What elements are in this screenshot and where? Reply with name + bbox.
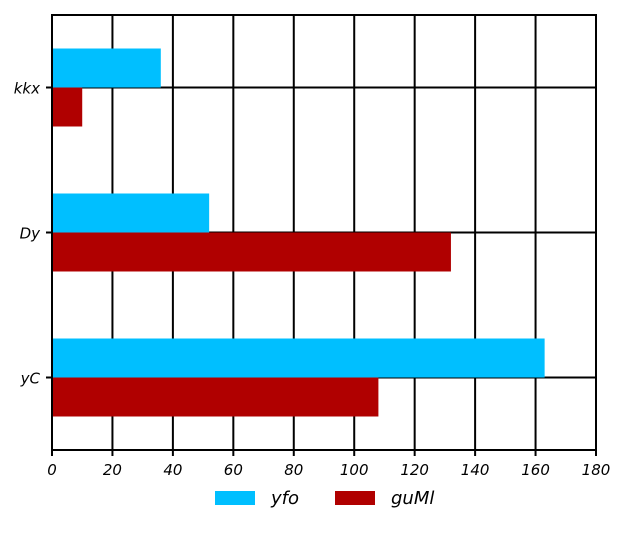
legend-swatch-guMl — [335, 491, 375, 505]
bar-guMl-kkx — [52, 87, 83, 127]
legend: yfo guMl — [215, 488, 434, 509]
x-tick-label: 60 — [224, 461, 243, 479]
x-tick-label: 100 — [340, 461, 369, 479]
x-axis-ticks: 0 20 40 60 80 100 120 140 160 180 — [47, 450, 610, 479]
x-tick-label: 80 — [284, 461, 303, 479]
bar-yfo-yC — [52, 338, 545, 378]
y-category-label: yC — [20, 370, 41, 388]
x-tick-label: 140 — [461, 461, 490, 479]
x-tick-label: 120 — [400, 461, 429, 479]
x-tick-label: 180 — [582, 461, 611, 479]
x-tick-label: 0 — [47, 461, 57, 479]
legend-label: yfo — [270, 488, 299, 509]
bar-guMl-Dy — [52, 232, 451, 272]
bar-yfo-Dy — [52, 193, 210, 233]
y-category-label: kkx — [14, 80, 40, 98]
x-tick-label: 40 — [163, 461, 182, 479]
legend-swatch-yfo — [215, 491, 255, 505]
y-axis-categories: kkx Dy yC — [14, 80, 52, 388]
bars — [52, 48, 545, 417]
x-tick-label: 20 — [103, 461, 122, 479]
legend-label: guMl — [391, 488, 434, 509]
bar-yfo-kkx — [52, 48, 161, 88]
bar-guMl-yC — [52, 377, 379, 417]
x-tick-label: 160 — [521, 461, 550, 479]
y-category-label: Dy — [20, 225, 42, 243]
